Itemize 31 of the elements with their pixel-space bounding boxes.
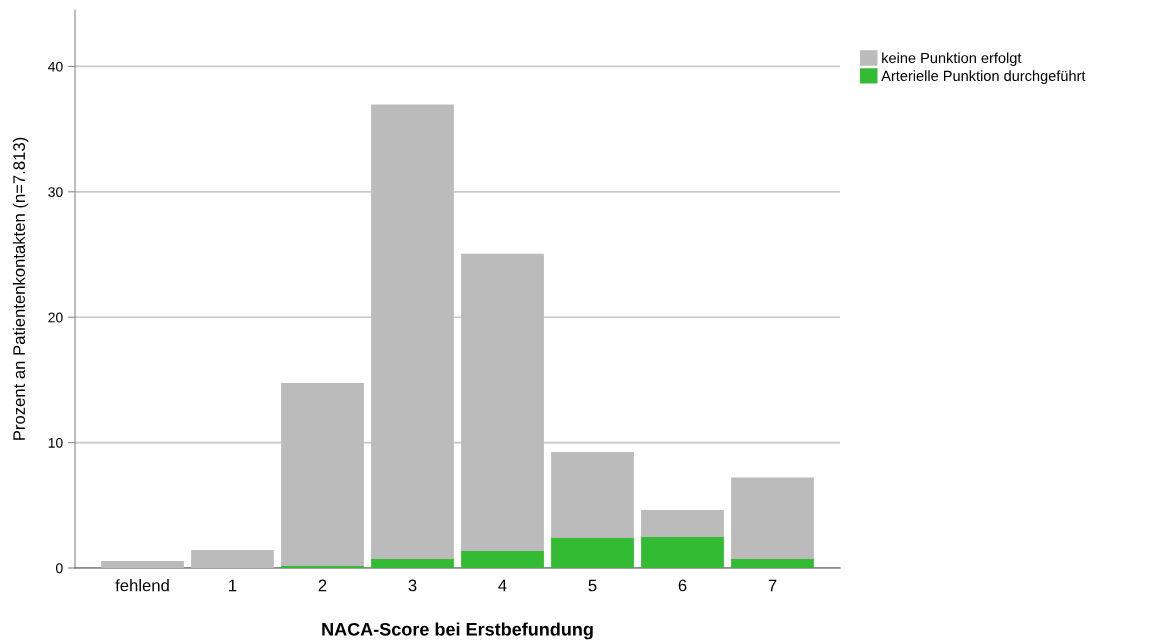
bar	[731, 558, 814, 568]
bar	[371, 558, 454, 568]
bar	[641, 510, 724, 538]
bar	[461, 253, 544, 551]
legend-label: keine Punktion erfolgt	[882, 52, 1022, 67]
x-tick-label: fehlend	[115, 579, 169, 592]
bar	[371, 104, 454, 559]
bar	[551, 537, 634, 568]
bar	[281, 382, 364, 566]
y-axis-title: Prozent an Patientenkontakten (n=7.813)	[12, 137, 29, 440]
bar	[461, 550, 544, 568]
y-tick-label: 10	[48, 437, 63, 448]
y-tick-label: 20	[48, 312, 63, 323]
bar	[101, 560, 184, 568]
x-tick-label: 6	[678, 579, 687, 592]
bar	[641, 537, 724, 568]
y-tick-label: 40	[48, 61, 63, 72]
x-tick-label: 1	[229, 579, 237, 592]
x-axis-title: NACA-Score bei Erstbefundung	[322, 622, 593, 640]
y-tick-label: 0	[56, 563, 63, 574]
x-tick-label: 7	[768, 579, 777, 592]
x-tick-label: 5	[588, 579, 597, 592]
x-tick-label: 2	[318, 579, 327, 592]
x-tick-label: 3	[408, 579, 417, 592]
y-tick-label: 30	[48, 187, 63, 197]
x-tick-label: 4	[498, 579, 507, 592]
bar	[281, 565, 364, 568]
legend-label: Arterielle Punktion durchgeführt	[881, 70, 1086, 84]
bar	[731, 477, 814, 559]
bar	[551, 452, 634, 538]
bar	[191, 549, 274, 568]
